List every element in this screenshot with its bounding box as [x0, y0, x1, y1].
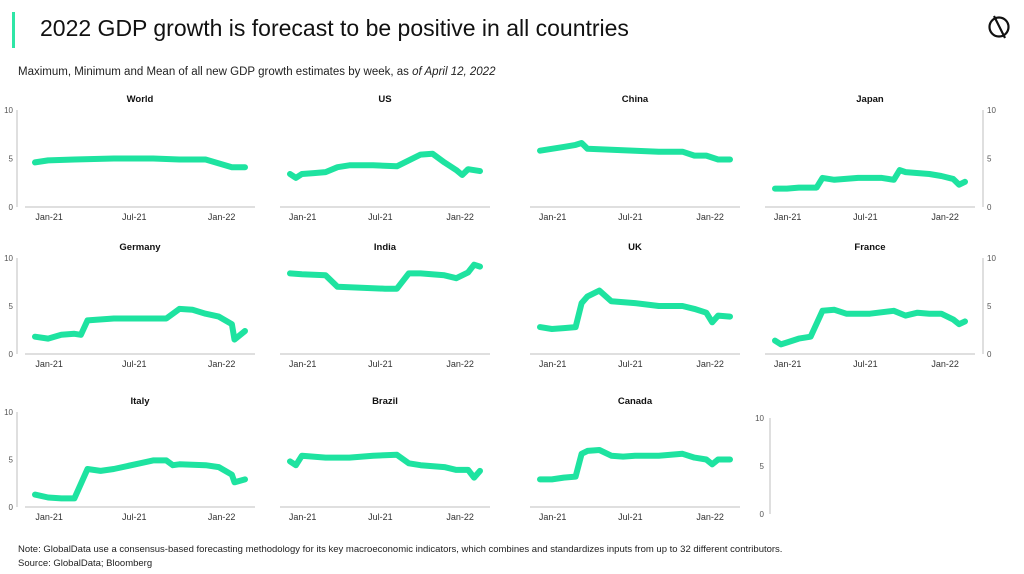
subtitle-text: Maximum, Minimum and Mean of all new GDP…	[18, 66, 413, 78]
x-tick-label: Jul-21	[122, 512, 147, 522]
chart-title-uk: UK	[628, 242, 642, 253]
series-line-uk	[537, 287, 733, 332]
chart-title-brazil: Brazil	[372, 396, 398, 407]
x-tick-label: Jul-21	[618, 359, 643, 369]
x-tick-label: Jan-21	[539, 212, 567, 222]
series-line-india	[287, 261, 483, 292]
x-tick-label: Jan-22	[208, 359, 236, 369]
x-tick-label: Jul-21	[618, 212, 643, 222]
y-tick-label: 10	[4, 254, 13, 263]
chart-title-japan: Japan	[856, 94, 884, 105]
x-tick-label: Jan-22	[208, 512, 236, 522]
y-tick-label: 0	[987, 350, 992, 359]
extra-y-tick-label: 10	[755, 414, 764, 423]
series-line-china	[537, 140, 733, 163]
y-tick-label: 10	[4, 106, 13, 115]
x-tick-label: Jan-22	[696, 212, 724, 222]
page-title: 2022 GDP growth is forecast to be positi…	[40, 15, 629, 41]
series-line-germany	[32, 305, 248, 343]
x-tick-label: Jul-21	[618, 512, 643, 522]
x-tick-label: Jan-22	[696, 512, 724, 522]
chart-title-india: India	[374, 242, 397, 253]
series-line-france	[772, 306, 968, 348]
y-tick-label: 5	[9, 302, 14, 311]
y-tick-label: 5	[9, 456, 14, 465]
x-tick-label: Jan-21	[774, 212, 802, 222]
series-line-us	[287, 150, 483, 181]
x-tick-label: Jan-21	[35, 512, 63, 522]
footer-note: Note: GlobalData use a consensus-based f…	[18, 544, 783, 555]
x-tick-label: Jan-21	[35, 359, 63, 369]
x-tick-label: Jan-22	[696, 359, 724, 369]
chart-title-italy: Italy	[130, 396, 150, 407]
y-tick-label: 0	[987, 203, 992, 212]
subtitle-date: of April 12, 2022	[412, 66, 496, 78]
footer: Note: GlobalData use a consensus-based f…	[18, 543, 782, 571]
x-tick-label: Jan-21	[539, 359, 567, 369]
x-tick-label: Jan-21	[35, 212, 63, 222]
x-tick-label: Jul-21	[368, 359, 393, 369]
x-tick-label: Jul-21	[122, 212, 147, 222]
y-tick-label: 5	[987, 155, 992, 164]
y-tick-label: 10	[987, 254, 996, 263]
x-tick-label: Jul-21	[853, 212, 878, 222]
x-tick-label: Jan-21	[774, 359, 802, 369]
chart-title-china: China	[622, 94, 649, 105]
y-tick-label: 0	[9, 503, 14, 512]
x-tick-label: Jul-21	[122, 359, 147, 369]
globaldata-logo-icon	[988, 15, 1010, 39]
series-line-brazil	[287, 451, 483, 481]
y-tick-label: 0	[9, 203, 14, 212]
series-line-canada	[537, 447, 733, 483]
x-tick-label: Jul-21	[368, 512, 393, 522]
x-tick-label: Jan-21	[539, 512, 567, 522]
y-tick-label: 5	[9, 155, 14, 164]
x-tick-label: Jan-22	[446, 359, 474, 369]
series-line-japan	[772, 167, 968, 192]
y-tick-label: 10	[987, 106, 996, 115]
x-tick-label: Jul-21	[853, 359, 878, 369]
chart-title-us: US	[378, 94, 391, 105]
chart-title-france: France	[854, 242, 885, 253]
x-tick-label: Jan-21	[289, 512, 317, 522]
chart-title-germany: Germany	[119, 242, 161, 253]
x-tick-label: Jan-21	[289, 212, 317, 222]
chart-title-canada: Canada	[618, 396, 653, 407]
extra-y-tick-label: 5	[760, 462, 765, 471]
series-line-italy	[32, 457, 248, 502]
chart-subtitle: Maximum, Minimum and Mean of all new GDP…	[18, 66, 495, 78]
y-tick-label: 5	[987, 302, 992, 311]
y-tick-label: 0	[9, 350, 14, 359]
chart-title-world: World	[127, 94, 154, 105]
x-tick-label: Jan-22	[446, 212, 474, 222]
x-tick-label: Jan-22	[931, 359, 959, 369]
series-line-world	[32, 155, 248, 171]
x-tick-label: Jul-21	[368, 212, 393, 222]
y-tick-label: 10	[4, 408, 13, 417]
extra-y-tick-label: 0	[760, 510, 765, 519]
x-tick-label: Jan-22	[208, 212, 236, 222]
x-tick-label: Jan-21	[289, 359, 317, 369]
x-tick-label: Jan-22	[446, 512, 474, 522]
footer-source: Source: GlobalData; Bloomberg	[18, 558, 153, 569]
title-accent-bar	[12, 12, 15, 48]
x-tick-label: Jan-22	[931, 212, 959, 222]
